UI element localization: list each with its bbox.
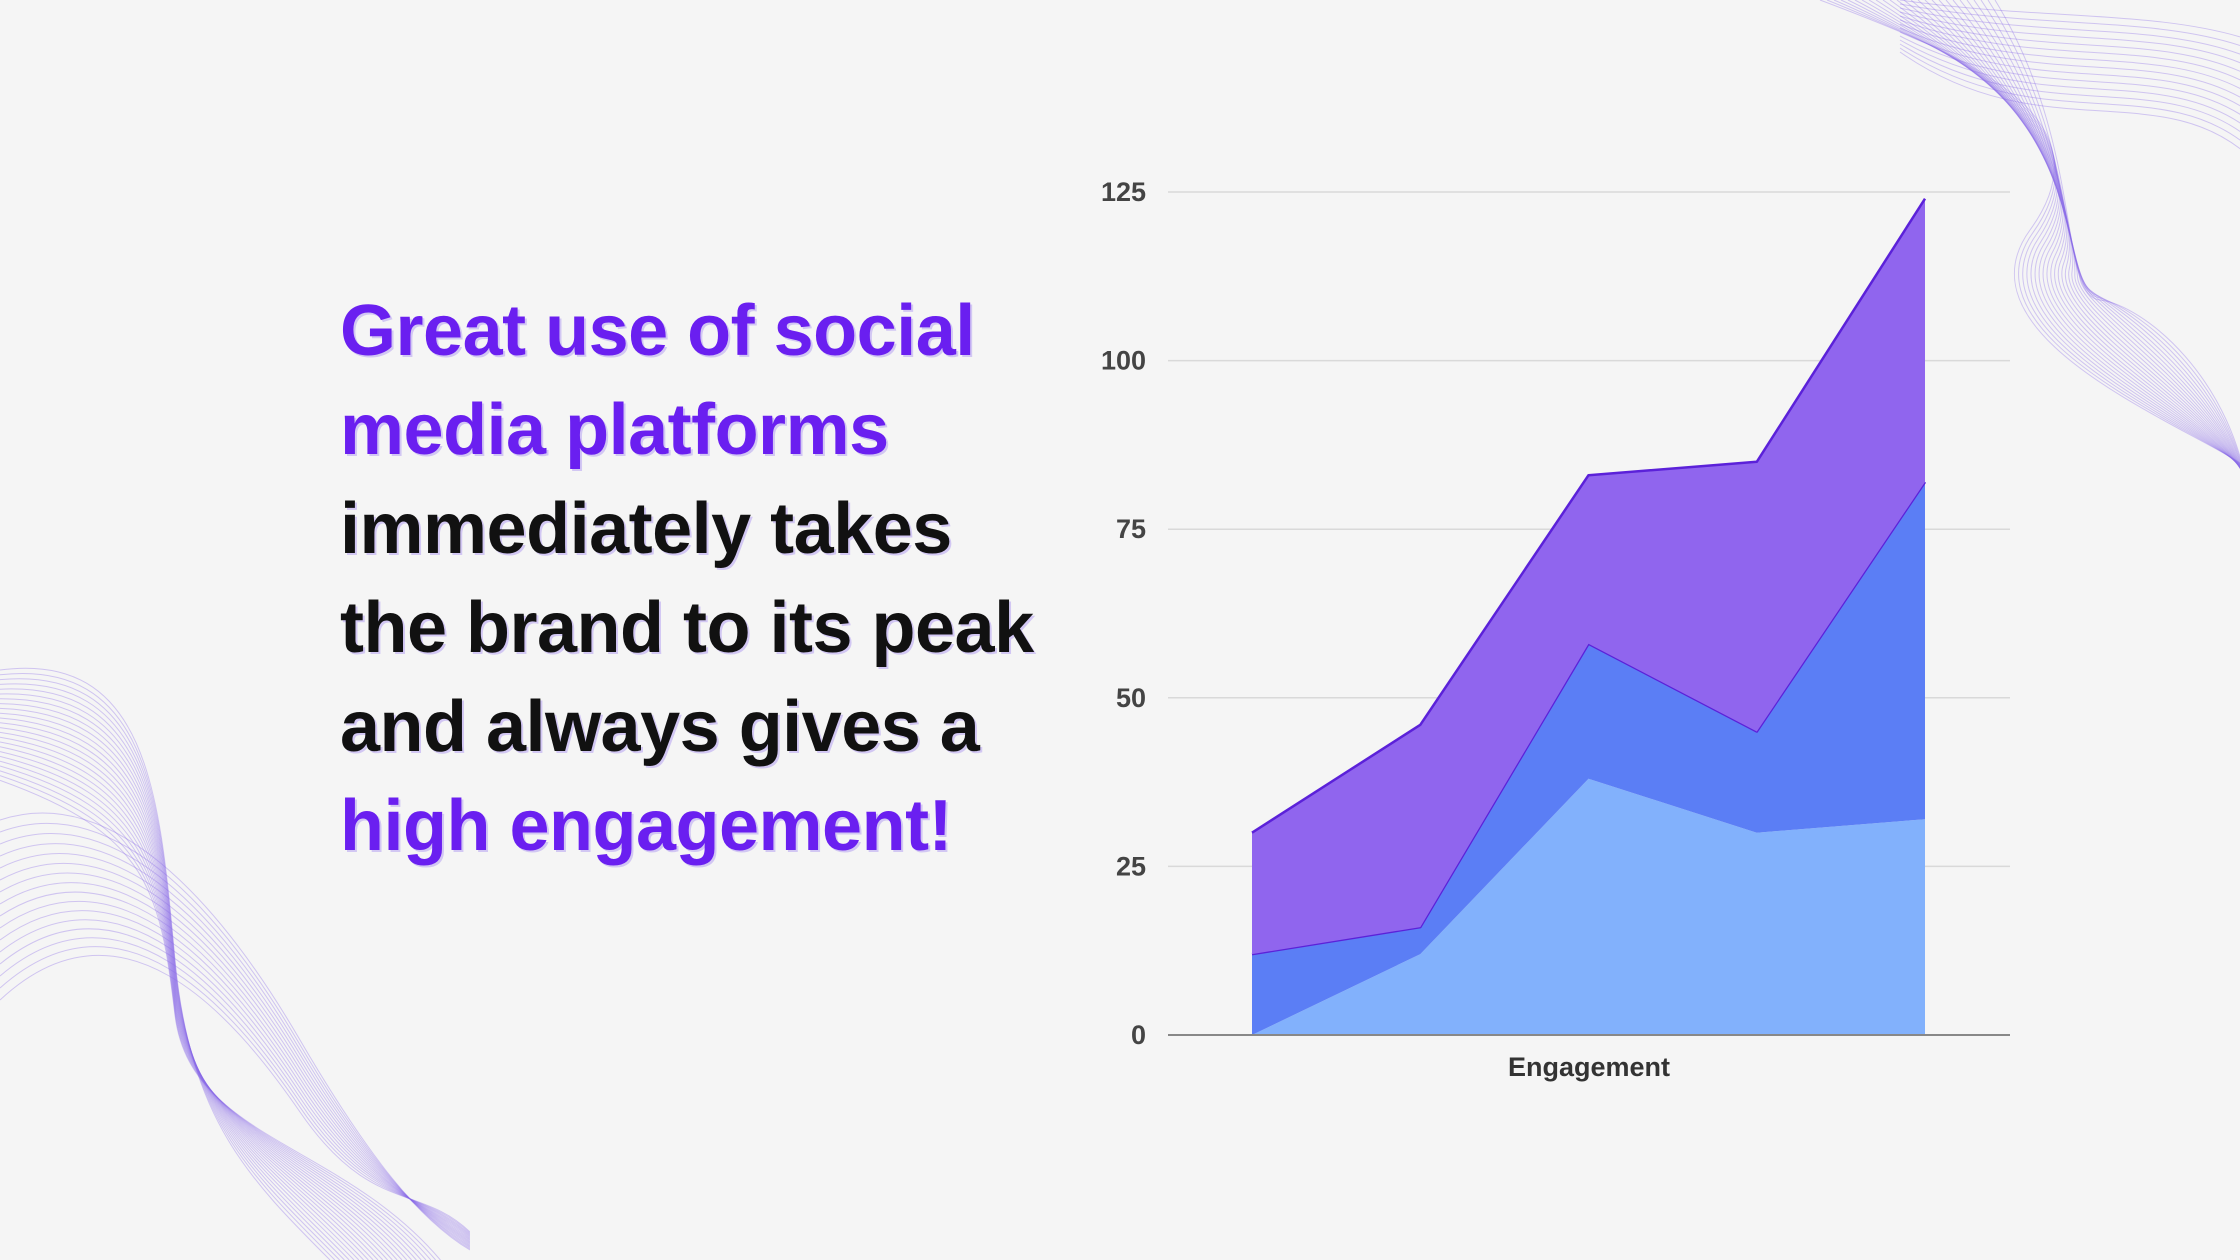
area-series-3-line <box>1251 198 1927 834</box>
x-axis-title: Engagement <box>1508 1052 1670 1082</box>
area-series-2 <box>1252 482 1925 1035</box>
headline-accent-part: Great use of social media platforms <box>340 291 975 470</box>
headline-accent-ending: high engagement! <box>340 786 953 866</box>
y-tick-label: 100 <box>1101 346 1146 376</box>
headline-body-part: immediately takes the brand to its peak … <box>340 489 1034 767</box>
area-series-3 <box>1252 198 1925 955</box>
chart-labels: 0 25 50 75 100 125 Engagement <box>1101 177 1670 1082</box>
y-tick-label: 50 <box>1116 683 1146 713</box>
y-tick-label: 0 <box>1131 1020 1146 1050</box>
y-tick-label: 125 <box>1101 177 1146 207</box>
y-tick-label: 25 <box>1116 851 1146 881</box>
area-series-1 <box>1252 778 1925 1035</box>
slide-headline: Great use of social media platforms imme… <box>340 282 1060 876</box>
y-tick-label: 75 <box>1116 514 1146 544</box>
chart-areas <box>1251 198 1927 1035</box>
